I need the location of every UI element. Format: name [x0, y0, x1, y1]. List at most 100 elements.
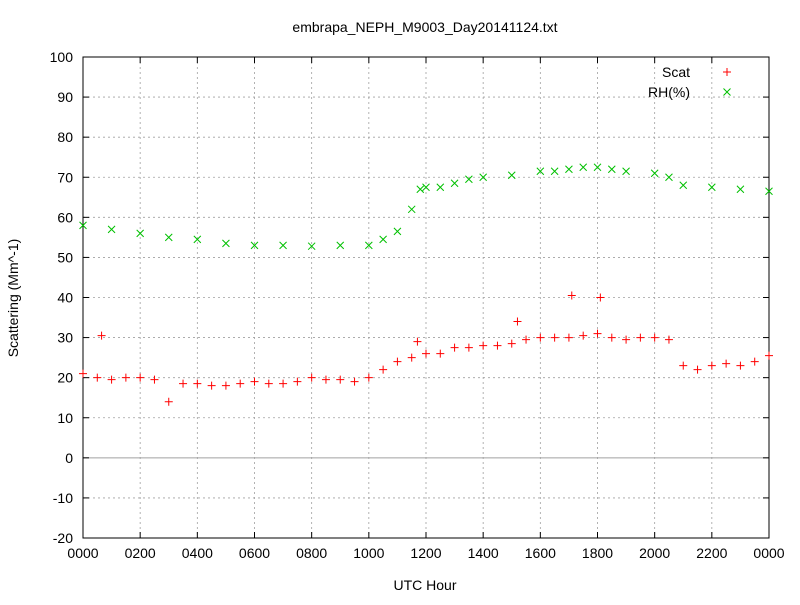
data-point — [422, 183, 430, 192]
data-point — [507, 339, 516, 348]
data-point — [264, 379, 273, 388]
x-tick-label: 1400 — [468, 545, 499, 561]
data-point — [765, 351, 773, 360]
data-point — [407, 205, 416, 214]
y-tick-label: 100 — [50, 49, 74, 65]
plot-frame — [82, 56, 770, 539]
data-point — [336, 375, 345, 384]
y-tick-label: 40 — [57, 290, 73, 306]
legend-label: Scat — [662, 64, 690, 80]
x-tick-label: 0600 — [239, 545, 270, 561]
data-point — [722, 359, 731, 368]
data-point — [97, 331, 106, 340]
data-point — [707, 183, 716, 192]
data-point — [593, 329, 602, 338]
data-point — [436, 349, 445, 358]
data-point — [207, 381, 216, 390]
data-point — [622, 167, 630, 176]
data-point — [536, 167, 545, 176]
data-point — [650, 169, 659, 178]
data-point — [93, 373, 102, 382]
x-tick-label: 0800 — [296, 545, 327, 561]
data-point — [707, 361, 716, 370]
data-point — [413, 337, 422, 346]
data-point — [193, 379, 202, 388]
data-point — [193, 235, 202, 244]
data-point — [250, 241, 259, 250]
data-point — [236, 379, 245, 388]
data-point — [567, 291, 576, 300]
data-point — [364, 373, 373, 382]
data-point — [321, 375, 330, 384]
data-point — [679, 181, 688, 190]
data-point — [736, 185, 745, 194]
data-point — [665, 173, 673, 182]
data-point — [422, 349, 430, 358]
data-point — [136, 229, 145, 238]
data-point — [465, 175, 473, 184]
data-point — [416, 185, 425, 194]
data-point — [279, 241, 287, 250]
data-point — [596, 293, 605, 302]
y-tick-label: 80 — [57, 129, 73, 145]
y-tick-label: 10 — [57, 410, 73, 426]
data-point — [279, 379, 288, 388]
x-axis-label: UTC Hour — [393, 577, 456, 593]
data-point — [250, 377, 259, 386]
data-point — [379, 365, 388, 374]
data-point — [307, 242, 316, 251]
y-tick-label: 60 — [57, 209, 73, 225]
data-point — [393, 227, 402, 236]
data-point — [136, 373, 145, 382]
data-point — [493, 341, 502, 350]
data-point — [164, 233, 173, 242]
y-tick-label: 90 — [57, 89, 73, 105]
data-point — [79, 369, 87, 378]
x-tick-label: 1800 — [582, 545, 613, 561]
y-tick-label: 70 — [57, 169, 73, 185]
y-axis-label: Scattering (Mm^-1) — [5, 239, 21, 358]
x-tick-label: 0200 — [125, 545, 156, 561]
data-point — [736, 361, 745, 370]
data-point — [393, 357, 402, 366]
x-tick-label: 0000 — [67, 545, 98, 561]
data-point — [464, 343, 473, 352]
data-point — [336, 241, 345, 250]
y-tick-label: -20 — [53, 530, 73, 546]
data-point — [479, 341, 488, 350]
data-point — [579, 331, 588, 340]
data-point — [364, 241, 373, 250]
data-point — [450, 343, 459, 352]
legend-marker — [723, 88, 731, 96]
data-point — [550, 167, 559, 176]
y-tick-label: 50 — [57, 249, 73, 265]
data-point — [765, 187, 773, 196]
data-point — [693, 365, 702, 374]
data-point — [436, 183, 445, 192]
data-point — [522, 335, 531, 344]
data-point — [222, 239, 230, 248]
data-point — [565, 165, 573, 174]
legend-marker — [723, 68, 731, 76]
data-point — [221, 381, 230, 390]
data-point — [164, 397, 173, 406]
data-point — [293, 377, 302, 386]
x-tick-label: 0400 — [182, 545, 213, 561]
x-tick-label: 1200 — [410, 545, 441, 561]
data-point — [550, 333, 559, 342]
data-point — [479, 173, 488, 182]
data-point — [307, 373, 316, 382]
x-tick-label: 2000 — [639, 545, 670, 561]
data-point — [607, 165, 616, 174]
y-tick-label: 20 — [57, 370, 73, 386]
data-point — [679, 361, 688, 370]
data-point — [636, 333, 645, 342]
data-point — [664, 335, 673, 344]
chart-title: embrapa_NEPH_M9003_Day20141124.txt — [292, 19, 557, 35]
data-point — [507, 171, 516, 180]
data-point — [622, 335, 631, 344]
data-point — [350, 377, 359, 386]
data-point — [379, 235, 387, 244]
data-point — [121, 373, 130, 382]
